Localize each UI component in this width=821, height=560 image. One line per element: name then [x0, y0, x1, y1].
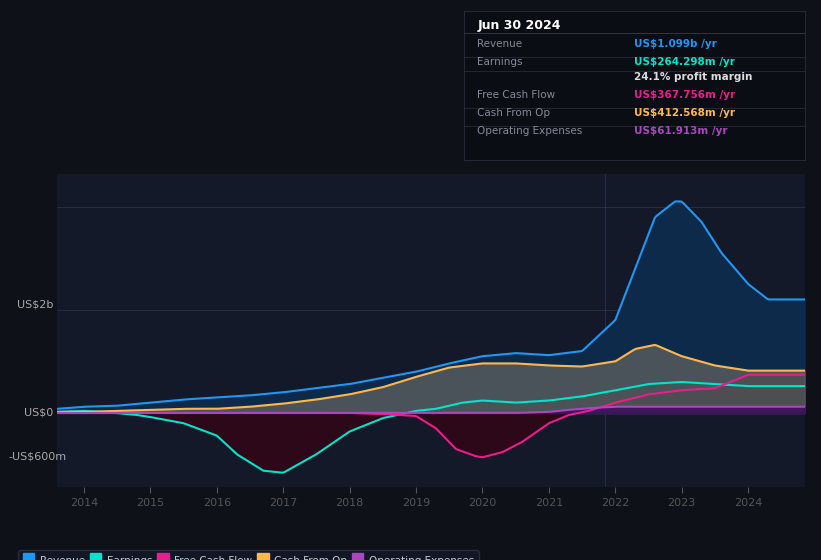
Text: US$1.099b /yr: US$1.099b /yr [635, 39, 717, 49]
Text: Revenue: Revenue [478, 39, 523, 49]
Text: Free Cash Flow: Free Cash Flow [478, 90, 556, 100]
Text: US$367.756m /yr: US$367.756m /yr [635, 90, 736, 100]
Text: US$0: US$0 [25, 408, 53, 418]
Text: 24.1% profit margin: 24.1% profit margin [635, 72, 753, 82]
Text: US$2b: US$2b [17, 300, 53, 310]
Text: -US$600m: -US$600m [8, 451, 67, 461]
Text: Jun 30 2024: Jun 30 2024 [478, 18, 561, 31]
Text: US$61.913m /yr: US$61.913m /yr [635, 125, 727, 136]
Text: Earnings: Earnings [478, 57, 523, 67]
Legend: Revenue, Earnings, Free Cash Flow, Cash From Op, Operating Expenses: Revenue, Earnings, Free Cash Flow, Cash … [18, 550, 479, 560]
Text: US$412.568m /yr: US$412.568m /yr [635, 108, 736, 118]
Text: Cash From Op: Cash From Op [478, 108, 551, 118]
Text: US$264.298m /yr: US$264.298m /yr [635, 57, 735, 67]
Text: Operating Expenses: Operating Expenses [478, 125, 583, 136]
